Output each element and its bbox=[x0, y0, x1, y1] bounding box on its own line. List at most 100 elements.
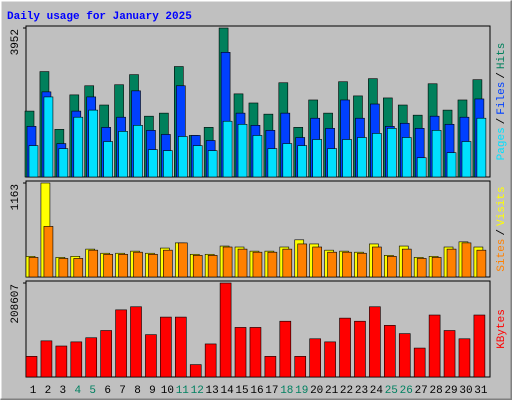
bar bbox=[73, 258, 84, 278]
x-tick-label: 14 bbox=[220, 385, 234, 397]
x-tick-label: 23 bbox=[355, 385, 368, 397]
x-tick-label: 27 bbox=[415, 385, 428, 397]
x-tick-label: 10 bbox=[161, 385, 174, 397]
x-tick-label: 20 bbox=[310, 385, 323, 397]
bar bbox=[249, 327, 262, 378]
bar bbox=[40, 340, 53, 378]
legend-separator: / bbox=[496, 118, 508, 125]
bar bbox=[416, 157, 427, 178]
bar bbox=[324, 341, 336, 378]
bar bbox=[282, 143, 293, 178]
x-tick-label: 25 bbox=[385, 385, 398, 397]
x-tick-label: 7 bbox=[119, 385, 126, 397]
x-tick-label: 24 bbox=[370, 385, 384, 397]
x-tick-label: 3 bbox=[60, 385, 67, 397]
bar bbox=[115, 309, 127, 378]
legend-entry: Sites bbox=[496, 239, 508, 272]
x-tick-label: 6 bbox=[104, 385, 111, 397]
legend-separator: / bbox=[496, 229, 508, 236]
bar bbox=[133, 125, 143, 178]
bar bbox=[103, 141, 113, 178]
bar bbox=[207, 255, 218, 278]
bar bbox=[252, 135, 263, 178]
bar bbox=[100, 330, 112, 378]
bar bbox=[163, 150, 173, 178]
bar bbox=[384, 325, 396, 378]
bar bbox=[264, 356, 277, 378]
x-tick-label: 9 bbox=[149, 385, 156, 397]
bar bbox=[327, 148, 337, 178]
bar bbox=[357, 252, 367, 278]
bar bbox=[234, 327, 247, 378]
bar bbox=[357, 137, 367, 178]
bar bbox=[85, 337, 98, 378]
x-tick-label: 31 bbox=[474, 385, 488, 397]
bar bbox=[294, 356, 307, 378]
bar bbox=[148, 253, 158, 278]
bar bbox=[192, 255, 203, 278]
x-tick-label: 5 bbox=[89, 385, 96, 397]
bar bbox=[339, 317, 351, 378]
bar bbox=[476, 117, 487, 178]
bar bbox=[189, 364, 202, 378]
bar bbox=[387, 256, 397, 278]
bar bbox=[267, 148, 278, 178]
bar bbox=[58, 258, 69, 278]
x-tick-label: 12 bbox=[191, 385, 204, 397]
legend: Pages / Files / Hits bbox=[496, 43, 508, 161]
bar bbox=[443, 330, 456, 378]
bar bbox=[342, 139, 352, 178]
bar bbox=[387, 128, 397, 178]
bar bbox=[130, 306, 142, 378]
bar bbox=[282, 248, 293, 278]
bar bbox=[103, 253, 113, 278]
x-tick-label: 4 bbox=[74, 385, 81, 397]
bar bbox=[461, 242, 472, 278]
x-tick-label: 16 bbox=[250, 385, 263, 397]
bar bbox=[428, 314, 441, 378]
bar bbox=[207, 150, 218, 178]
bar bbox=[458, 338, 471, 378]
bar bbox=[192, 145, 203, 178]
bar bbox=[148, 149, 158, 178]
bar bbox=[312, 139, 322, 178]
x-tick-label: 29 bbox=[444, 385, 457, 397]
x-tick-label: 28 bbox=[430, 385, 443, 397]
bar bbox=[70, 341, 83, 378]
y-tick-label: 3952 bbox=[10, 29, 22, 55]
bar bbox=[372, 133, 382, 178]
bar bbox=[473, 314, 486, 378]
bar bbox=[88, 249, 99, 278]
bar bbox=[58, 148, 69, 178]
bar bbox=[476, 249, 487, 278]
x-tick-label: 19 bbox=[295, 385, 308, 397]
x-tick-label: 22 bbox=[340, 385, 353, 397]
legend: Sites / Visits bbox=[496, 186, 508, 271]
bar bbox=[398, 333, 411, 378]
bar bbox=[461, 141, 472, 178]
bar bbox=[342, 251, 352, 278]
x-tick-label: 17 bbox=[265, 385, 278, 397]
legend-entry: Hits bbox=[496, 43, 508, 69]
bar bbox=[28, 257, 39, 278]
bar bbox=[446, 152, 457, 178]
y-tick-label: 208607 bbox=[10, 284, 22, 324]
bar bbox=[133, 251, 143, 278]
bar bbox=[267, 251, 278, 278]
bar bbox=[222, 246, 233, 278]
bar bbox=[401, 248, 412, 278]
x-tick-label: 11 bbox=[176, 385, 190, 397]
legend-separator: / bbox=[496, 72, 508, 79]
bar bbox=[416, 258, 427, 278]
legend-entry: Files bbox=[496, 82, 508, 115]
bar bbox=[88, 109, 99, 178]
bar bbox=[175, 316, 187, 378]
bar bbox=[297, 243, 308, 278]
bar bbox=[178, 136, 188, 178]
bar bbox=[43, 96, 54, 178]
bar bbox=[43, 226, 54, 278]
x-tick-label: 1 bbox=[30, 385, 37, 397]
bar bbox=[354, 320, 366, 378]
